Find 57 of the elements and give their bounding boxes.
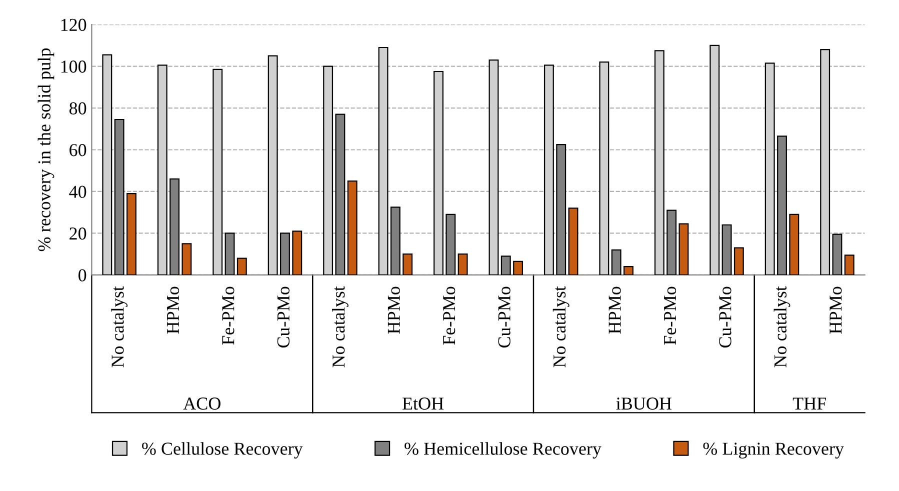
x-tick-label: HPMo [388, 286, 400, 334]
bar [820, 49, 830, 275]
bar [568, 208, 578, 275]
bar [347, 180, 358, 275]
x-tick-label: Cu-PMo [498, 286, 510, 348]
bar [458, 254, 468, 275]
x-tick-label: Cu-PMo [719, 286, 732, 348]
text: ACO [183, 398, 220, 410]
bar [513, 260, 523, 275]
legend-label: % Hemicellulose Recovery [404, 442, 602, 459]
bar [182, 243, 192, 275]
legend-label: % Cellulose Recovery [142, 442, 303, 459]
bar [488, 59, 499, 275]
y-axis-title: % recovery in the solid pulp [38, 48, 54, 252]
bar [624, 266, 634, 275]
bar [654, 50, 664, 275]
text: EtOH [402, 398, 444, 410]
y-tick-label: 60 [70, 144, 86, 156]
bar [378, 46, 388, 275]
bar [764, 62, 775, 275]
bar [292, 230, 302, 275]
x-tick-label: Fe-PMo [664, 286, 676, 345]
text: iBUOH [616, 398, 672, 410]
x-tick-label: HPMo [830, 286, 842, 334]
bar [212, 68, 223, 275]
y-tick-label: 40 [69, 186, 86, 198]
y-tick-label: 80 [69, 102, 86, 114]
bar [710, 44, 720, 275]
x-tick-label: HPMo [167, 286, 180, 334]
y-tick-label: 100 [61, 60, 86, 73]
bar [102, 54, 112, 275]
bar [434, 70, 444, 275]
x-tick-label: No catalyst [774, 286, 790, 368]
bar [544, 64, 554, 275]
bar [268, 55, 278, 275]
bar [323, 66, 334, 275]
bar [157, 64, 168, 275]
text: THF [792, 398, 826, 410]
y-tick-label: 20 [70, 227, 86, 240]
x-tick-label: No catalyst [332, 286, 348, 368]
legend-label: % Lignin Recovery [703, 442, 844, 459]
bar [734, 247, 744, 275]
bar [402, 254, 413, 275]
x-tick-label: No catalyst [552, 286, 570, 368]
x-tick-label: Fe-PMo [222, 286, 234, 345]
x-tick-label: No catalyst [111, 286, 128, 368]
x-tick-label: Cu-PMo [277, 286, 290, 348]
y-tick-label: 0 [78, 269, 86, 282]
bar [789, 214, 800, 275]
bar [126, 193, 136, 275]
bar [236, 258, 247, 275]
bar [599, 62, 610, 275]
y-tick-label: 120 [61, 18, 86, 31]
bar [844, 254, 854, 275]
x-tick-label: Fe-PMo [443, 286, 456, 345]
x-tick-label: HPMo [608, 286, 621, 334]
bar [678, 223, 689, 275]
